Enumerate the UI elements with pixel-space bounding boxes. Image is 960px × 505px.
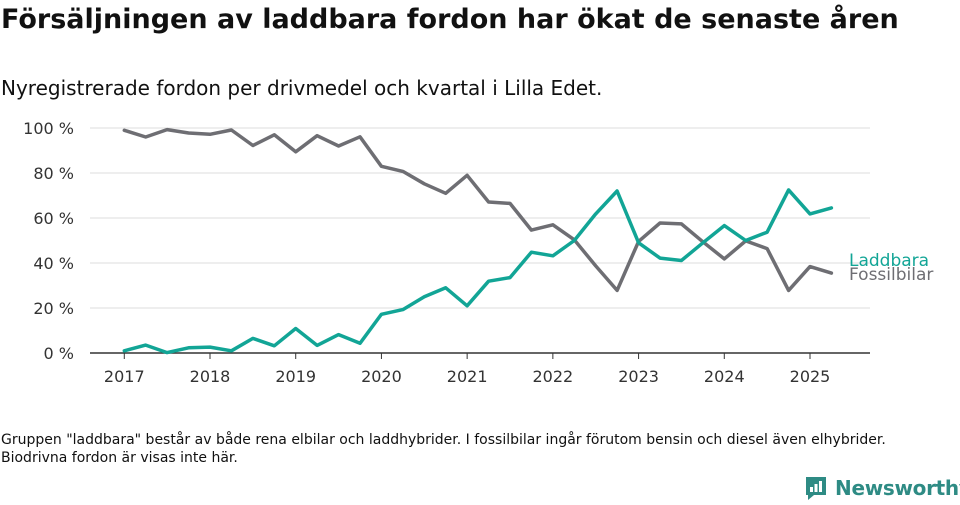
- x-tick-label: 2020: [361, 367, 402, 386]
- y-tick-label: 60 %: [33, 209, 74, 228]
- x-tick-label: 2018: [190, 367, 231, 386]
- y-tick-label: 0 %: [44, 344, 74, 363]
- x-tick-label: 2017: [104, 367, 145, 386]
- chart-subtitle: Nyregistrerade fordon per drivmedel och …: [1, 76, 603, 100]
- x-tick-label: 2024: [704, 367, 745, 386]
- chart-title: Försäljningen av laddbara fordon har öka…: [1, 4, 899, 35]
- y-tick-label: 20 %: [33, 299, 74, 318]
- newsworthy-logo-text: Newsworthy: [835, 476, 960, 500]
- x-tick-label: 2025: [790, 367, 831, 386]
- x-tick-label: 2019: [275, 367, 316, 386]
- y-tick-label: 100 %: [23, 119, 74, 138]
- line-chart: 0 % 20 % 40 % 60 % 80 % 100 % 2017 2018 2019 2020…: [23, 119, 933, 386]
- y-tick-label: 40 %: [33, 254, 74, 273]
- x-tick-label: 2022: [532, 367, 573, 386]
- newsworthy-logo-icon: [806, 477, 826, 500]
- x-tick-label: 2021: [447, 367, 488, 386]
- y-tick-label: 80 %: [33, 164, 74, 183]
- footnote: Gruppen "laddbara" består av både rena e…: [1, 432, 886, 466]
- series-line-fossilbilar: [122, 127, 834, 293]
- series-label-laddbara: Laddbara: [849, 251, 929, 271]
- series-line-laddbara: [122, 188, 834, 355]
- x-tick-label: 2023: [618, 367, 659, 386]
- series-label-fossilbilar: Fossilbilar: [849, 265, 933, 285]
- newsworthy-logo: Newsworthy: [804, 475, 960, 501]
